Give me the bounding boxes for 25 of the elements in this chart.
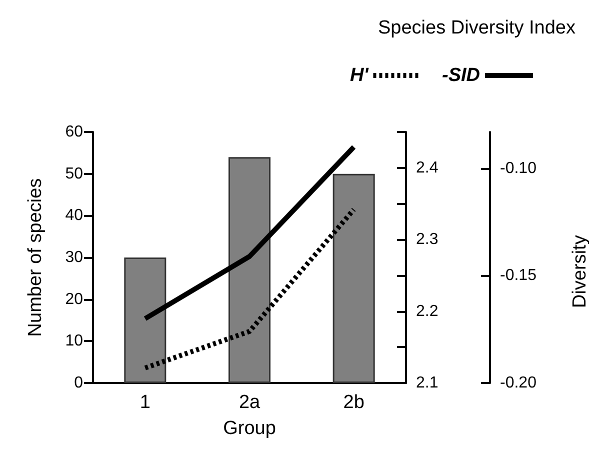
x-tick-label: 2a: [238, 392, 260, 413]
y2-tick-label: 2.1: [416, 374, 438, 392]
y-tick-label: 30: [65, 249, 84, 266]
bar: [124, 258, 166, 383]
y-tick-label: 60: [65, 124, 84, 140]
y3-tick-label: -0.15: [500, 267, 537, 284]
y-tick-label: 20: [65, 290, 84, 308]
legend-label: -SID: [442, 65, 480, 86]
y-axis-title: Number of species: [25, 178, 46, 337]
y3-tick-label: -0.20: [500, 374, 537, 392]
legend-title: Species Diversity Index: [378, 18, 576, 38]
y2-tick-label: 2.3: [416, 231, 438, 248]
bar: [228, 157, 270, 383]
x-tick-label: 1: [140, 392, 150, 413]
y2-tick-label: 2.4: [416, 159, 438, 176]
y-tick-label: 10: [65, 332, 84, 350]
y3-tick-label: -0.10: [500, 160, 537, 177]
y-tick-label: 0: [74, 374, 84, 392]
x-axis-title: Group: [223, 418, 276, 439]
bar: [332, 174, 375, 383]
y2-tick-label: 2.2: [416, 302, 438, 320]
legend-label: H': [350, 65, 370, 86]
y-tick-label: 40: [65, 207, 84, 224]
x-tick-label: 2b: [343, 392, 364, 413]
y-tick-label: 50: [65, 165, 84, 182]
